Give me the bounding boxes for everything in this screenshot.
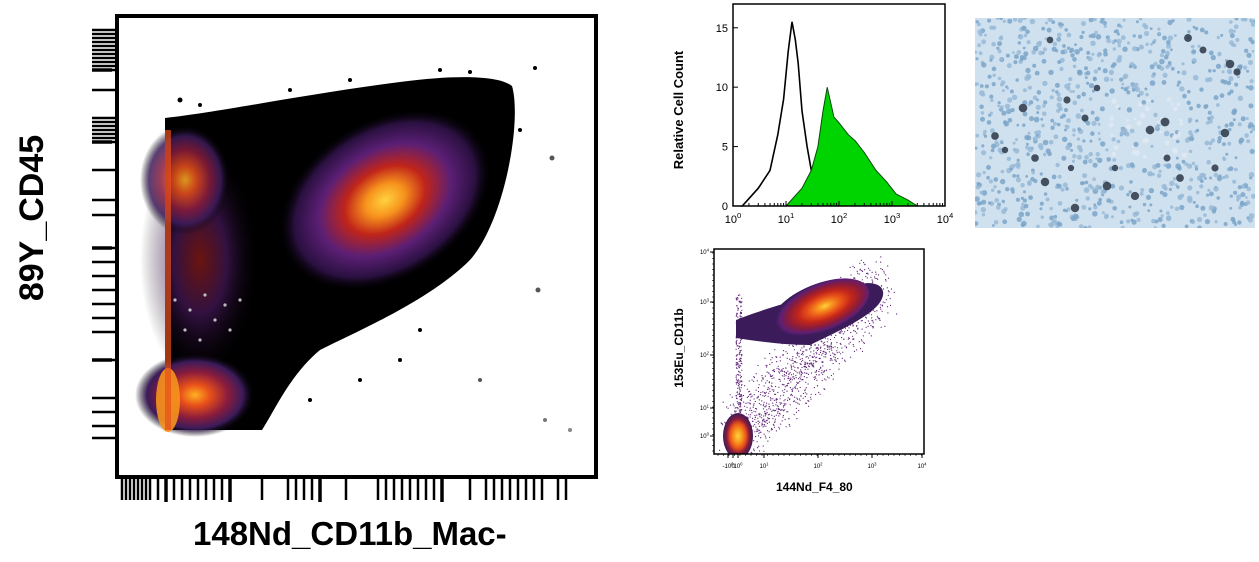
f480-x-tick-label: 104 [917,461,927,470]
f480-x-tick-label: 0 [731,464,735,470]
cd45-cd11b-density-plot: 89Y_CD45 148Nd_CD11b_Mac- [0,0,620,557]
cd45-cd11b-plot-svg [92,14,598,502]
f480-x-tick-label: 102 [813,461,823,470]
f480-x-tick-label: 100 [733,461,743,470]
histogram-x-tick-label: 102 [831,211,848,226]
histogram-plot-svg: 0 5 10 15 100 101 102 103 104 [716,3,954,226]
histogram-y-tick-label: 15 [716,23,728,35]
cd45-axis-label: 89Y_CD45 [13,134,51,302]
micrograph-image [975,18,1255,228]
micrograph-stained-cells [991,34,1241,213]
histogram-x-tick-label: 103 [884,211,901,226]
histogram-x-tick-label: 101 [778,211,795,226]
histogram-y-tick-label: 0 [722,201,728,213]
ihc-micrograph [975,18,1255,228]
histogram-x-tick-label: 104 [937,211,954,226]
cd11b-153eu-axis-label: 153Eu_CD11b [672,308,686,388]
histogram-series-1 [784,87,920,207]
relative-cell-count-axis-label: Relative Cell Count [671,50,686,170]
f480-axis-label: 144Nd_F4_80 [776,480,853,494]
f480-cd11b-density-cloud [719,256,898,454]
histogram-x-tick-label: 100 [725,211,742,226]
micrograph-cells [975,18,1255,228]
f480-cd11b-density-plot: -100 0 100 101 102 103 104 100 101 102 103 104 153E… [660,240,960,557]
cd11b-y-tick-label: 101 [700,403,710,412]
cd11b-y-tick-label: 100 [700,431,710,440]
histogram-panel: 0 5 10 15 100 101 102 103 104 Relative Cell Coun… [660,0,960,240]
cd11b-y-tick-label: 103 [700,297,710,306]
histogram-y-tick-label: 5 [722,142,728,154]
cd11b-y-tick-label: 104 [700,247,710,256]
f480-x-tick-label: -100 [722,461,734,470]
cd45-cd11b-density-cloud [135,66,572,437]
cd11b-axis-label: 148Nd_CD11b_Mac- [193,515,507,552]
histogram-y-tick-label: 10 [716,82,728,94]
cd11b-y-tick-label: 102 [700,350,710,359]
cd45-cd11b-tick-marks [92,28,568,502]
f480-x-tick-label: 103 [867,461,877,470]
f480-x-tick-label: 101 [759,461,769,470]
